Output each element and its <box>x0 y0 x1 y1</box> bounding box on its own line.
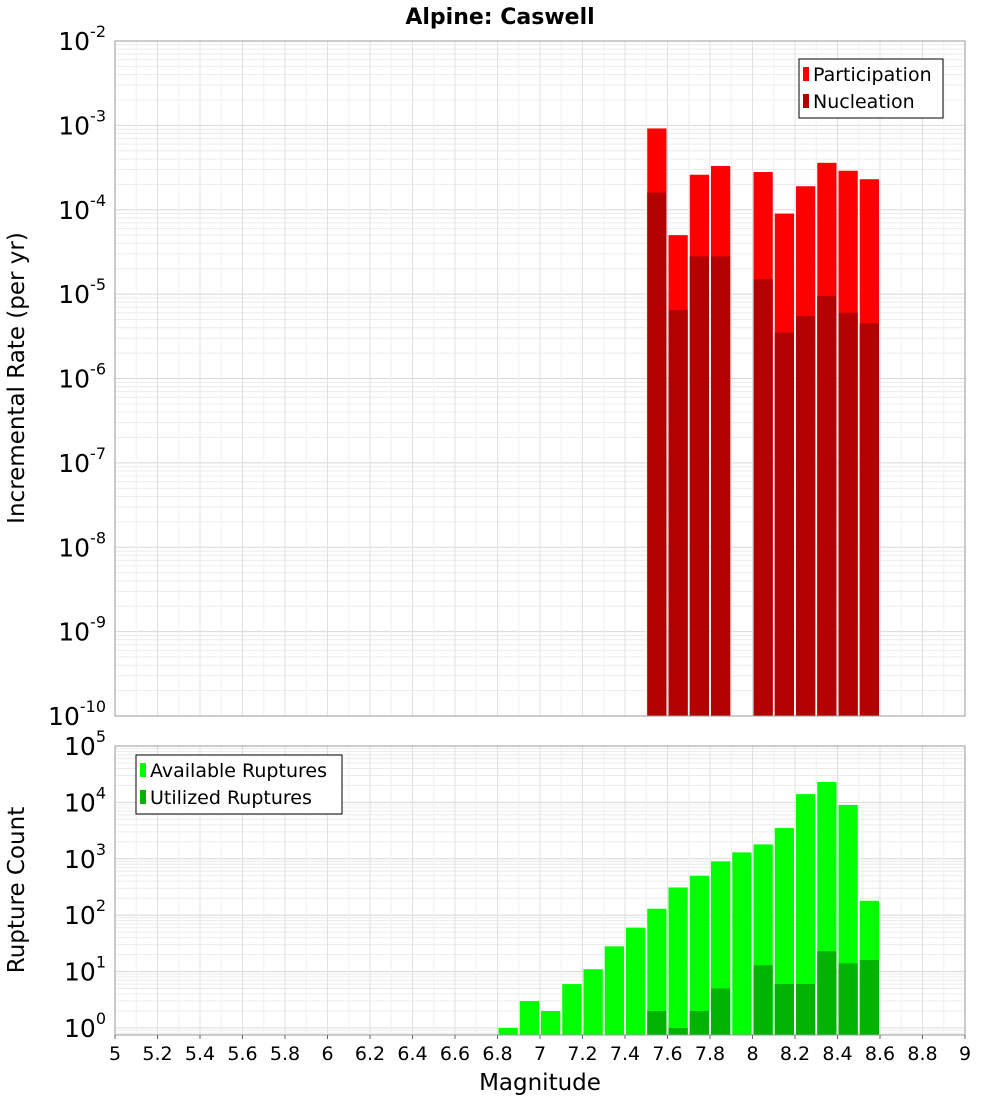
count-x-tick-label: 8 <box>746 1043 758 1065</box>
count-y-tick-label: 101 <box>64 953 106 987</box>
count-bar <box>774 984 794 1035</box>
count-bar <box>689 875 709 1035</box>
count-x-tick-label: 6.6 <box>440 1043 470 1065</box>
rate-legend-swatch <box>803 94 809 108</box>
count-legend: Available Ruptures Utilized Ruptures <box>135 754 343 815</box>
count-x-tick-label: 5.8 <box>270 1043 300 1065</box>
count-x-tick-label: 7.8 <box>695 1043 725 1065</box>
count-x-tick-label: 8.4 <box>822 1043 852 1065</box>
count-y-tick-label: 104 <box>64 783 106 817</box>
count-y-tick-label: 100 <box>64 1009 106 1043</box>
rate-legend-label: Nucleation <box>813 91 915 113</box>
count-bar <box>689 1010 709 1035</box>
count-bar <box>859 960 879 1035</box>
count-bar <box>732 852 752 1035</box>
count-panel: 100 101 102 103 104 105 5 5.2 5.4 5.6 5.8 6 6.2 6.4 6.… <box>64 727 971 1065</box>
count-bar <box>583 969 603 1035</box>
count-bar <box>668 887 688 1035</box>
count-x-tick-label: 6.8 <box>482 1043 512 1065</box>
rate-y-tick-label: 10-10 <box>48 697 106 731</box>
count-y-ticks: 100 101 102 103 104 105 <box>64 727 106 1043</box>
count-x-tick-label: 6 <box>321 1043 333 1065</box>
count-x-tick-label: 9 <box>959 1043 971 1065</box>
rate-y-tick-label: 10-6 <box>58 360 106 394</box>
count-legend-swatch <box>140 790 146 804</box>
rate-bar <box>689 256 709 716</box>
rate-y-tick-label: 10-9 <box>58 613 106 647</box>
count-bar <box>498 1027 518 1035</box>
count-y-tick-label: 105 <box>64 727 106 761</box>
count-x-tick-label: 8.6 <box>865 1043 895 1065</box>
count-x-tick-label: 8.8 <box>907 1043 937 1065</box>
top-y-axis-title: Incremental Rate (per yr) <box>4 232 30 524</box>
rate-legend-swatch <box>803 67 809 81</box>
rate-bar <box>817 296 837 716</box>
rate-y-tick-label: 10-7 <box>58 444 106 478</box>
plot-layer: 10-10 10-9 10-8 10-7 10-6 10-5 10-4 10-3 10-2 Par… <box>48 22 971 1065</box>
count-legend-label: Available Ruptures <box>150 760 327 782</box>
count-bar <box>562 984 582 1035</box>
rate-legend-box <box>798 58 944 119</box>
rate-panel: 10-10 10-9 10-8 10-7 10-6 10-5 10-4 10-3 10-2 Par… <box>48 22 966 731</box>
rate-bar <box>711 256 731 716</box>
count-x-ticks: 5 5.2 5.4 5.6 5.8 6 6.2 6.4 6.6 6.8 7 7.2 7.4 7.6 7.8 8… <box>109 1035 971 1065</box>
rate-plot-frame <box>114 40 966 717</box>
bottom-y-axis-title: Rupture Count <box>4 807 30 973</box>
count-bar <box>668 1027 688 1035</box>
count-bar <box>711 988 731 1035</box>
count-bar <box>647 908 667 1035</box>
count-bar <box>817 951 837 1035</box>
rate-legend: Participation Nucleation <box>798 58 944 119</box>
rate-bar <box>647 192 667 717</box>
x-axis-title: Magnitude <box>479 1070 601 1096</box>
count-x-tick-label: 7.2 <box>567 1043 597 1065</box>
count-series-1 <box>647 951 879 1035</box>
rate-bar <box>838 312 858 716</box>
count-legend-swatch <box>140 763 146 777</box>
rate-y-tick-label: 10-3 <box>58 106 106 140</box>
count-x-tick-label: 7.4 <box>610 1043 640 1065</box>
count-x-tick-label: 8.2 <box>780 1043 810 1065</box>
rate-bar <box>774 332 794 716</box>
rate-y-tick-label: 10-5 <box>58 275 106 309</box>
rate-legend-label: Participation <box>813 64 932 86</box>
rate-bar <box>859 323 879 716</box>
count-legend-label: Utilized Ruptures <box>150 787 312 809</box>
count-bar <box>541 1010 561 1035</box>
count-bar <box>519 1001 539 1035</box>
count-x-tick-label: 7 <box>534 1043 546 1065</box>
count-x-tick-label: 5.6 <box>227 1043 257 1065</box>
rate-y-ticks: 10-10 10-9 10-8 10-7 10-6 10-5 10-4 10-3 10-2 <box>48 22 106 731</box>
count-bar <box>626 927 646 1035</box>
count-bar <box>774 828 794 1035</box>
rate-grid <box>114 40 966 717</box>
chart-title: Alpine: Caswell <box>405 5 594 30</box>
rate-y-tick-label: 10-8 <box>58 528 106 562</box>
count-y-tick-label: 103 <box>64 840 106 874</box>
count-x-tick-label: 7.6 <box>652 1043 682 1065</box>
count-x-tick-label: 5.2 <box>142 1043 172 1065</box>
rate-series-1 <box>647 192 879 717</box>
count-legend-box <box>135 754 343 815</box>
rate-y-tick-label: 10-2 <box>58 22 106 56</box>
count-bar <box>796 984 816 1035</box>
count-x-tick-label: 6.2 <box>355 1043 385 1065</box>
count-x-tick-label: 6.4 <box>397 1043 427 1065</box>
count-x-tick-label: 5.4 <box>185 1043 215 1065</box>
count-bar <box>604 946 624 1035</box>
count-bar <box>647 1010 667 1035</box>
rate-bar <box>668 309 688 716</box>
count-bar <box>753 965 773 1035</box>
rate-bar <box>753 279 773 716</box>
rate-bar <box>796 316 816 716</box>
count-y-tick-label: 102 <box>64 896 106 930</box>
count-bar <box>838 963 858 1035</box>
rate-y-tick-label: 10-4 <box>58 191 106 225</box>
count-bar <box>796 794 816 1035</box>
count-x-tick-label: 5 <box>109 1043 121 1065</box>
